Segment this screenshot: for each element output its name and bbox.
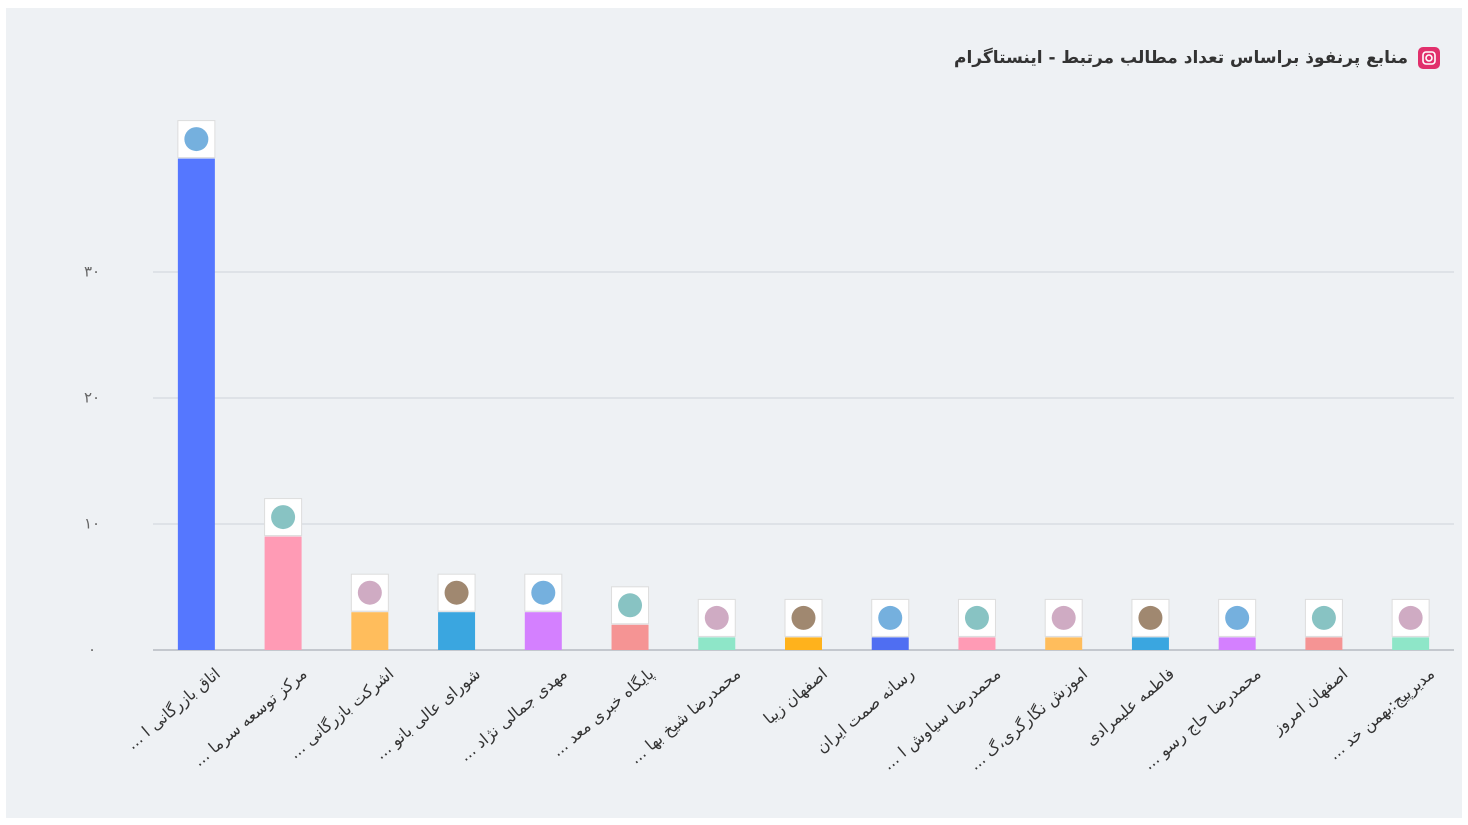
source-avatar-mark [531,581,555,605]
source-avatar-mark [1312,606,1336,630]
card [6,8,1462,818]
bar [872,637,909,650]
y-tick-label: ۰ [88,641,96,659]
bar [1132,637,1169,650]
source-avatar-mark [792,606,816,630]
bar [265,537,302,650]
source-avatar-mark [878,606,902,630]
bar [1045,637,1082,650]
bar [178,159,215,650]
source-avatar-mark [1399,606,1423,630]
source-avatar-mark [705,606,729,630]
bar [1392,637,1429,650]
bar [438,612,475,650]
source-avatar-mark [965,606,989,630]
bar [351,612,388,650]
chart: منابع پرنفوذ براساس تعداد مطالب مرتبط - … [0,0,1468,825]
source-avatar-mark [1138,606,1162,630]
source-avatar-mark [445,581,469,605]
bar [785,637,822,650]
bar [958,637,995,650]
y-tick-label: ۳۰ [84,263,100,281]
bar [612,625,649,650]
bar [1219,637,1256,650]
instagram-icon [1418,47,1440,69]
source-avatar-mark [358,581,382,605]
source-avatar-mark [1052,606,1076,630]
bar [698,637,735,650]
chart-title: منابع پرنفوذ براساس تعداد مطالب مرتبط - … [954,47,1408,68]
bar [525,612,562,650]
source-avatar-mark [271,505,295,529]
y-tick-label: ۱۰ [84,515,100,533]
y-tick-label: ۲۰ [84,389,100,407]
bar [1305,637,1342,650]
source-avatar-mark [184,127,208,151]
source-avatar-mark [618,593,642,617]
source-avatar-mark [1225,606,1249,630]
